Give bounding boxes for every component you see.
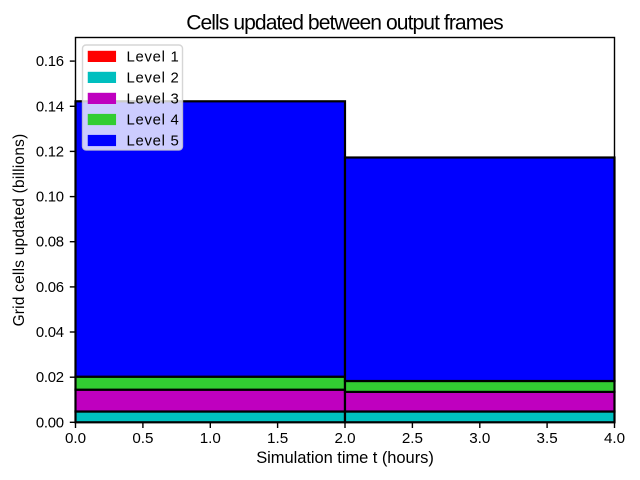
svg-text:3.5: 3.5: [537, 430, 558, 447]
svg-text:0.06: 0.06: [36, 280, 64, 296]
svg-text:0.14: 0.14: [36, 99, 64, 115]
svg-text:Simulation time t (hours): Simulation time t (hours): [256, 449, 434, 467]
svg-text:Level 4: Level 4: [127, 113, 180, 129]
svg-text:Level 1: Level 1: [127, 49, 180, 65]
svg-text:0.16: 0.16: [36, 54, 64, 70]
svg-text:0.0: 0.0: [65, 430, 86, 447]
svg-text:0.08: 0.08: [36, 235, 64, 251]
svg-text:0.12: 0.12: [36, 144, 64, 160]
svg-text:Grid cells updated (billions): Grid cells updated (billions): [11, 134, 28, 327]
svg-text:0.10: 0.10: [36, 190, 64, 206]
svg-text:0.5: 0.5: [132, 430, 153, 447]
svg-text:3.0: 3.0: [469, 430, 490, 447]
svg-text:0.00: 0.00: [36, 415, 64, 431]
svg-text:4.0: 4.0: [604, 430, 625, 447]
svg-text:1.5: 1.5: [267, 430, 288, 447]
svg-text:1.0: 1.0: [200, 430, 221, 447]
svg-text:2.5: 2.5: [402, 430, 423, 447]
svg-text:Cells updated between output f: Cells updated between output frames: [186, 12, 503, 35]
svg-text:Level 3: Level 3: [127, 91, 180, 107]
svg-text:Level 2: Level 2: [127, 70, 180, 86]
svg-text:Level 5: Level 5: [127, 134, 180, 150]
svg-text:0.02: 0.02: [36, 370, 64, 386]
svg-text:0.04: 0.04: [36, 325, 64, 341]
svg-text:2.0: 2.0: [334, 430, 355, 447]
